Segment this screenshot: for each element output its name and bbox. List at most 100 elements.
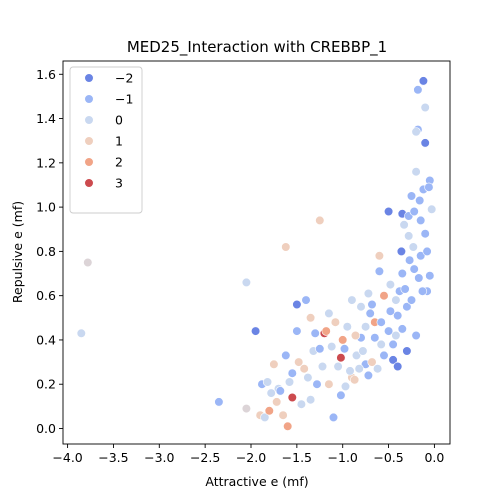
data-point (399, 220, 409, 230)
data-point (264, 406, 274, 416)
data-point (416, 215, 426, 225)
axes-layer: −4.0 −3.5 −3.0 −2.5 −2.0 −1.5 −1.0 −0.5 0.0 0.0 0.… (36, 60, 451, 465)
data-point (370, 333, 380, 343)
data-point (363, 288, 374, 299)
data-point (411, 127, 421, 137)
data-point (324, 308, 334, 319)
data-point (338, 335, 348, 345)
data-point (333, 361, 343, 372)
data-point (404, 231, 414, 241)
x-tick-label: −2.5 (190, 450, 220, 465)
data-point (402, 346, 412, 356)
data-point (272, 397, 282, 407)
legend-marker (84, 94, 94, 104)
data-point (393, 361, 403, 372)
data-point (396, 246, 407, 256)
data-point (406, 191, 417, 201)
legend-label: 3 (115, 176, 123, 191)
data-point (292, 326, 302, 336)
data-point (299, 364, 309, 374)
data-point (367, 299, 377, 310)
data-point (278, 410, 288, 420)
legend-box (69, 66, 143, 214)
data-point (312, 379, 322, 389)
data-point (424, 182, 434, 192)
data-point (406, 295, 417, 305)
data-point (327, 342, 337, 352)
y-tick-label: 0.6 (36, 288, 56, 303)
data-point (328, 412, 339, 423)
data-point (411, 330, 421, 341)
x-tick-label: −2.0 (236, 450, 266, 465)
data-point (214, 397, 224, 407)
data-point (301, 295, 311, 305)
data-point (420, 102, 430, 113)
data-point (416, 251, 426, 261)
data-point (303, 373, 313, 383)
legend-label: −1 (115, 92, 133, 107)
data-point (415, 195, 425, 206)
y-tick-label: 1.2 (36, 155, 56, 170)
data-point (391, 330, 401, 341)
legend-marker (84, 178, 94, 188)
legend-label: 2 (115, 155, 123, 170)
x-tick-label: −3.5 (98, 450, 128, 465)
x-tick-label: 0.0 (424, 450, 444, 465)
data-point (260, 412, 270, 423)
data-point (345, 366, 355, 376)
data-point (350, 330, 361, 341)
y-tick-label: 1.4 (36, 111, 56, 126)
data-point (409, 206, 419, 217)
data-point (376, 339, 386, 350)
data-point (388, 355, 398, 365)
data-point (241, 404, 251, 414)
y-axis-label: Repulsive e (mf) (10, 201, 25, 303)
data-point (379, 350, 389, 361)
data-point (330, 317, 341, 327)
plot-frame (62, 60, 451, 445)
data-point (275, 386, 285, 396)
y-tick-label: 0.4 (36, 332, 56, 347)
data-point (361, 322, 371, 332)
data-point (284, 377, 295, 387)
y-tick-label: 1.6 (36, 67, 56, 82)
legend: −2 −1 0 1 2 3 (69, 66, 143, 214)
data-point (367, 357, 377, 367)
data-point (324, 379, 334, 389)
legend-marker (84, 73, 94, 83)
data-point (336, 353, 346, 363)
legend-marker (84, 136, 94, 146)
data-point (411, 167, 421, 177)
y-tick-label: 0.8 (36, 244, 56, 259)
y-tick-label: 1.0 (36, 200, 56, 215)
data-point (414, 273, 424, 283)
data-point (354, 364, 364, 374)
data-point (402, 302, 412, 312)
data-point (266, 388, 276, 398)
data-point (287, 392, 297, 403)
data-point (427, 204, 437, 214)
data-point (365, 308, 375, 319)
data-point (269, 359, 279, 369)
data-point (251, 326, 261, 336)
data-point (296, 399, 307, 409)
data-point (339, 344, 350, 354)
data-point (281, 242, 291, 252)
data-point (347, 295, 357, 305)
data-point (420, 229, 430, 239)
data-point (292, 299, 302, 310)
data-point (413, 85, 423, 95)
data-point (405, 255, 415, 265)
data-point (281, 350, 291, 361)
data-point (408, 242, 418, 252)
x-tick-label: −4.0 (52, 450, 82, 465)
data-point (336, 390, 346, 400)
data-point (310, 328, 320, 338)
data-point (363, 370, 374, 381)
data-point (417, 286, 428, 296)
data-point (315, 215, 325, 225)
data-point (340, 381, 351, 392)
data-point (317, 361, 328, 372)
